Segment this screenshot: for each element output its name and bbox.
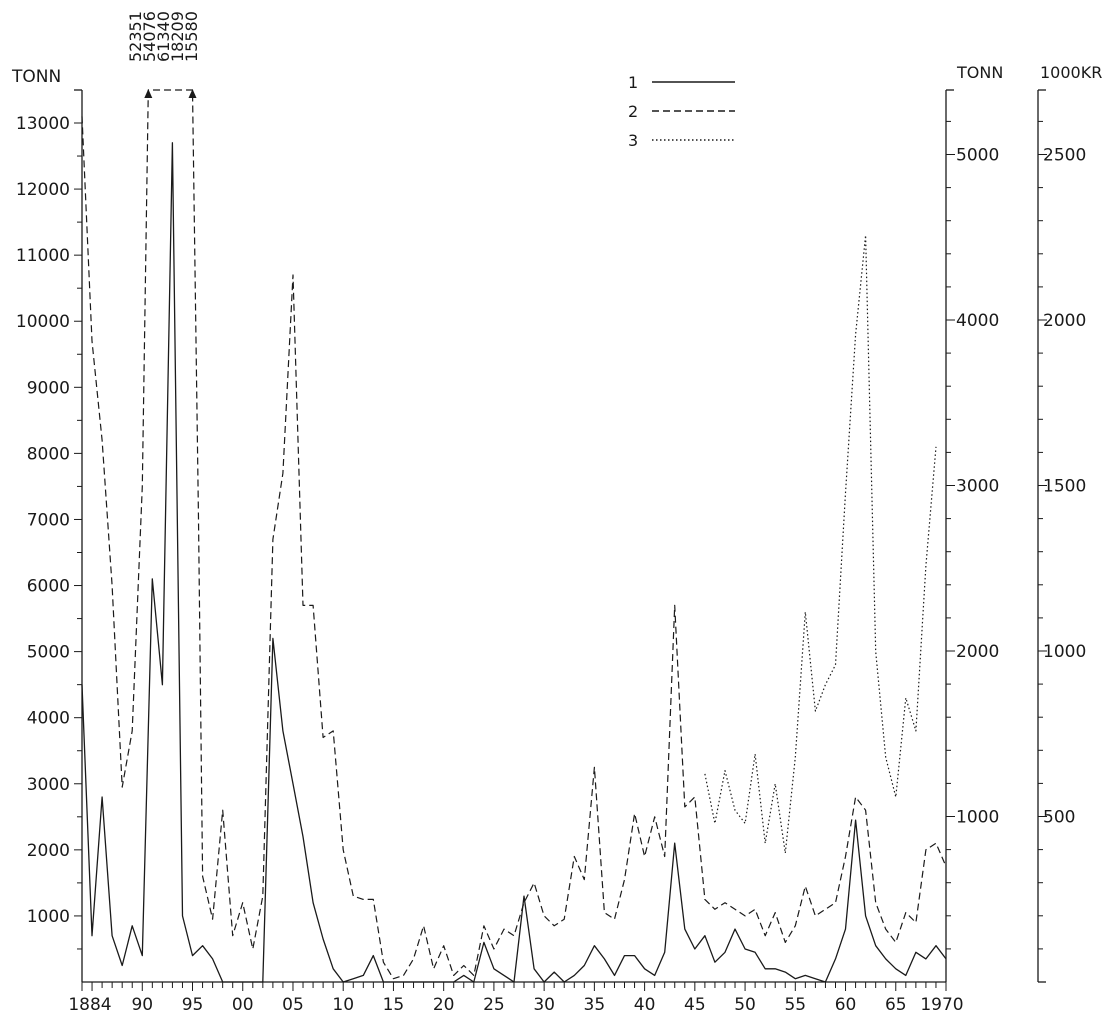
left-axis-unit-label: TONN bbox=[11, 67, 61, 87]
x-axis-tick-label: 65 bbox=[885, 995, 907, 1015]
x-axis-tick-label: 35 bbox=[584, 995, 606, 1015]
off-scale-value-annotation: 61340 bbox=[154, 11, 173, 62]
x-axis-tick-label: 1970 bbox=[920, 995, 963, 1015]
right-axis-1-tick-label: 1000 bbox=[956, 808, 999, 828]
left-axis-tick-label: 4000 bbox=[27, 709, 70, 729]
x-axis-tick-label: 05 bbox=[282, 995, 304, 1015]
right-axis-2-unit-label: 1000KR bbox=[1040, 63, 1102, 82]
off-scale-arrow-marker bbox=[144, 88, 153, 98]
right-axis-2-tick-label: 2000 bbox=[1043, 311, 1086, 331]
x-axis-tick-label: 50 bbox=[734, 995, 756, 1015]
off-scale-value-annotation: 52351 bbox=[126, 11, 145, 62]
right-axis-1-tick-label: 4000 bbox=[956, 311, 999, 331]
series-1-line bbox=[81, 142, 947, 983]
right-axis-2-tick-label: 500 bbox=[1043, 808, 1075, 828]
x-axis-tick-label: 40 bbox=[634, 995, 656, 1015]
x-axis-tick-label: 00 bbox=[232, 995, 254, 1015]
x-axis-tick-label: 20 bbox=[433, 995, 455, 1015]
x-axis-tick-label: 90 bbox=[131, 995, 153, 1015]
x-axis-tick-label: 45 bbox=[684, 995, 706, 1015]
x-axis-tick-label: 30 bbox=[533, 995, 555, 1015]
right-axis-2-tick-label: 2500 bbox=[1043, 146, 1086, 166]
left-axis-tick-label: 5000 bbox=[27, 643, 70, 663]
plot-area bbox=[81, 88, 947, 983]
left-axis-tick-label: 12000 bbox=[16, 180, 70, 200]
right-axis-1-tick-label: 2000 bbox=[956, 642, 999, 662]
left-axis-tick-label: 11000 bbox=[16, 246, 70, 266]
x-axis-tick-label: 1884 bbox=[68, 995, 111, 1015]
left-axis-tick-label: 10000 bbox=[16, 312, 70, 332]
x-axis-tick-label: 15 bbox=[383, 995, 405, 1015]
off-scale-value-annotation: 54076 bbox=[140, 11, 159, 62]
x-axis-tick-label: 60 bbox=[835, 995, 857, 1015]
legend-label-3: 3 bbox=[628, 131, 638, 150]
series-2-line bbox=[81, 89, 947, 980]
left-axis-tick-label: 8000 bbox=[27, 444, 70, 464]
legend: 1 2 3 bbox=[628, 73, 735, 150]
left-axis-tick-label: 7000 bbox=[27, 510, 70, 530]
x-axis-tick-label: 25 bbox=[483, 995, 505, 1015]
left-axis-tick-label: 6000 bbox=[27, 577, 70, 597]
off-scale-value-annotation: 18209 bbox=[168, 11, 187, 62]
right-axis-1-tick-label: 3000 bbox=[956, 477, 999, 497]
left-axis-tick-label: 1000 bbox=[27, 907, 70, 927]
axes: 1000200030004000500060007000800090001000… bbox=[16, 11, 1086, 1015]
right-axis-1-unit-label: TONN bbox=[956, 63, 1003, 82]
legend-label-1: 1 bbox=[628, 73, 638, 92]
right-axis-1-tick-label: 5000 bbox=[956, 146, 999, 166]
right-axis-2-tick-label: 1000 bbox=[1043, 642, 1086, 662]
left-axis-tick-label: 2000 bbox=[27, 841, 70, 861]
off-scale-value-annotation: 15580 bbox=[182, 11, 201, 62]
series-3-line bbox=[704, 234, 937, 854]
off-scale-arrow-marker bbox=[188, 88, 197, 98]
right-axis-2-tick-label: 1500 bbox=[1043, 477, 1086, 497]
legend-label-2: 2 bbox=[628, 102, 638, 121]
x-axis-tick-label: 55 bbox=[784, 995, 806, 1015]
left-axis-tick-label: 13000 bbox=[16, 114, 70, 134]
x-axis-tick-label: 10 bbox=[332, 995, 354, 1015]
left-axis-tick-label: 9000 bbox=[27, 378, 70, 398]
x-axis-tick-label: 95 bbox=[182, 995, 204, 1015]
left-axis-tick-label: 3000 bbox=[27, 775, 70, 795]
